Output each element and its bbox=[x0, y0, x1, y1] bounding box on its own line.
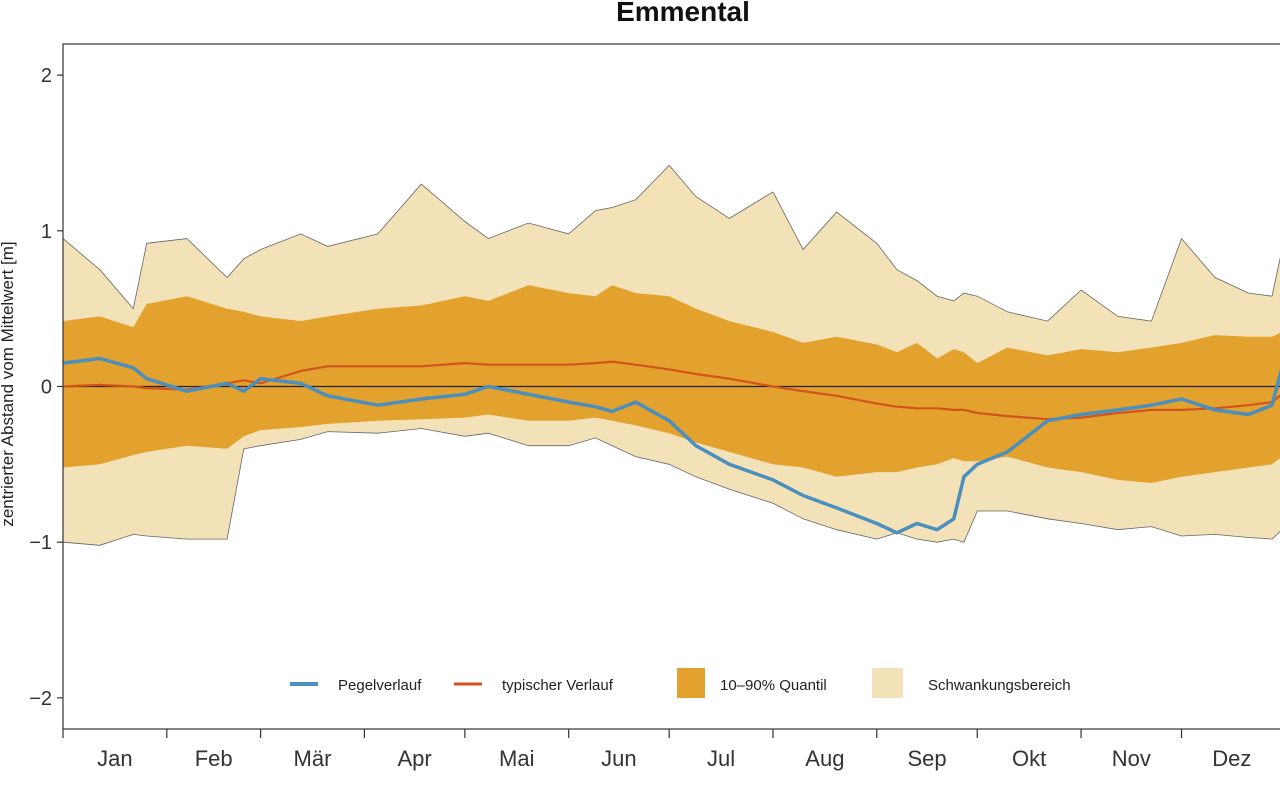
x-tick-label: Okt bbox=[1012, 746, 1046, 771]
legend-label-pegelverlauf: Pegelverlauf bbox=[338, 677, 422, 694]
x-tick-label: Jul bbox=[707, 746, 735, 771]
x-axis: Jan Feb Mär Apr Mai Jun Jul Aug Sep Okt Nov Dez bbox=[62, 729, 1251, 771]
x-tick-label: Feb bbox=[195, 746, 233, 771]
legend-swatch-schwankungsbereich bbox=[872, 668, 903, 698]
pegelverlauf-line bbox=[62, 356, 1280, 535]
x-tick-label: Jan bbox=[97, 746, 132, 771]
legend-label-schwankungsbereich: Schwankungsbereich bbox=[928, 677, 1071, 694]
y-tick-label: 2 bbox=[41, 65, 52, 87]
x-tick-label: Mär bbox=[294, 746, 332, 771]
chart-title: Emmental bbox=[616, 0, 750, 27]
x-tick-label: Dez bbox=[1212, 746, 1251, 771]
y-tick-label: −1 bbox=[29, 532, 52, 554]
y-tick-label: −2 bbox=[29, 688, 52, 710]
y-tick-label: 1 bbox=[41, 221, 52, 243]
y-tick-label: 0 bbox=[41, 377, 52, 399]
y-axis: −2 −1 0 1 2 bbox=[29, 65, 63, 710]
plot-area bbox=[62, 164, 1280, 546]
x-tick-label: Aug bbox=[805, 746, 844, 771]
y-axis-label: zentrierter Abstand vom Mittelwert [m] bbox=[0, 241, 17, 526]
legend: Pegelverlauf typischer Verlauf 10–90% Qu… bbox=[290, 668, 1071, 698]
legend-label-typischer-verlauf: typischer Verlauf bbox=[502, 677, 614, 694]
quantil-band bbox=[63, 285, 1280, 483]
x-tick-label: Jun bbox=[601, 746, 636, 771]
legend-swatch-quantil bbox=[677, 668, 705, 698]
x-tick-label: Nov bbox=[1112, 746, 1151, 771]
x-tick-label: Sep bbox=[907, 746, 946, 771]
legend-label-quantil: 10–90% Quantil bbox=[720, 677, 827, 694]
x-tick-label: Mai bbox=[499, 746, 534, 771]
x-tick-label: Apr bbox=[398, 746, 432, 771]
